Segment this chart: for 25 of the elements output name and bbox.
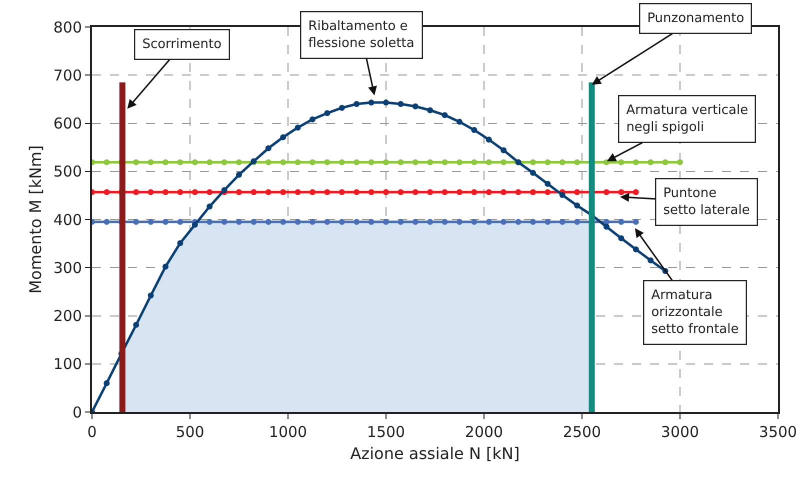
x-tick-label: 2000 (464, 423, 504, 441)
annotation: Armatura verticale negli spigoli (626, 103, 748, 136)
x-axis-title: Azione assiale N [kN] (350, 444, 520, 464)
y-tick-label: 500 (53, 162, 82, 181)
x-tick-label: 1000 (268, 423, 308, 441)
y-tick-label: 400 (53, 210, 82, 229)
x-tick-label: 3500 (758, 423, 798, 441)
x-tick-label: 2500 (562, 423, 602, 441)
y-tick-label: 100 (53, 355, 82, 374)
annotation: Punzonamento (647, 11, 744, 26)
x-tick-label: 0 (87, 423, 97, 441)
y-axis-title: Momento M [kNm] (26, 145, 45, 294)
y-tick-label: 200 (53, 307, 82, 325)
y-tick-label: 300 (53, 258, 82, 277)
x-tick-label: 500 (176, 423, 204, 441)
annotation: Ribaltamento e flessione soletta (308, 19, 414, 52)
annotation: Scorrimento (142, 37, 222, 52)
y-tick-label: 700 (53, 66, 82, 84)
y-tick-label: 800 (53, 18, 82, 36)
x-tick-label: 1500 (366, 423, 406, 441)
y-tick-label: 0 (72, 403, 82, 422)
annotation: Puntone setto laterale (663, 186, 750, 218)
annotation: Armatura orizzontale setto frontale (651, 288, 739, 337)
x-tick-label: 3000 (660, 423, 700, 441)
y-tick-label: 600 (53, 114, 82, 132)
